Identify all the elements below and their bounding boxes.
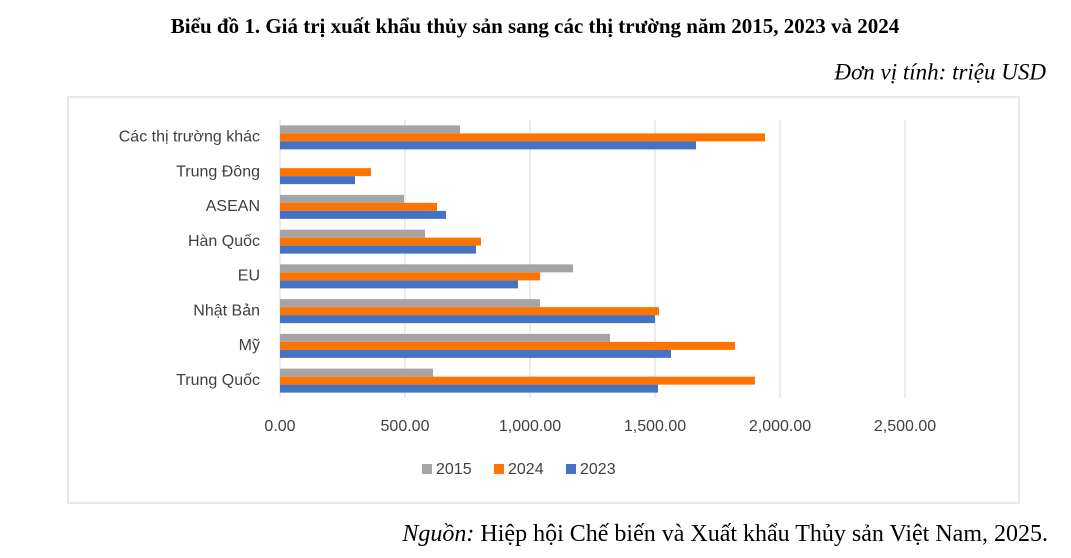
bar (280, 272, 540, 281)
source-text: Hiệp hội Chế biến và Xuất khẩu Thủy sản … (480, 521, 1048, 547)
bar (280, 368, 433, 377)
y-tick-label: Hàn Quốc (188, 233, 260, 250)
bar (280, 264, 573, 273)
bar (280, 194, 404, 203)
x-tick-label: 2,500.00 (874, 418, 936, 435)
legend-swatch (494, 464, 504, 474)
x-tick-label: 0.00 (264, 418, 295, 435)
bar (280, 237, 481, 246)
bar (280, 202, 437, 211)
legend-label: 2023 (580, 461, 616, 478)
y-tick-label: Các thị trường khác (119, 129, 260, 146)
source-note: Nguồn: Hiệp hội Chế biến và Xuất khẩu Th… (401, 521, 1048, 547)
legend-label: 2024 (508, 461, 544, 478)
y-tick-label: Trung Đông (176, 163, 260, 180)
y-tick-label: Mỹ (239, 337, 260, 354)
bar (280, 376, 755, 385)
chart-frame (67, 96, 1020, 504)
bar (280, 125, 460, 134)
bar (280, 245, 476, 254)
y-tick-label: EU (238, 268, 260, 285)
bar (280, 210, 446, 219)
bar (280, 141, 696, 150)
bar (280, 299, 540, 308)
chart-title: Biểu đồ 1. Giá trị xuất khẩu thủy sản sa… (171, 14, 900, 38)
legend-swatch (566, 464, 576, 474)
bar (280, 280, 518, 289)
bar (280, 168, 371, 177)
bar (280, 176, 355, 185)
bar (280, 384, 658, 393)
bar (280, 229, 425, 238)
y-tick-label: Nhật Bản (193, 302, 260, 319)
y-tick-label: ASEAN (206, 198, 260, 215)
bar (280, 341, 735, 350)
bar (280, 315, 655, 324)
y-tick-label: Trung Quốc (176, 372, 260, 389)
bar (280, 333, 610, 342)
source-label: Nguồn: (401, 521, 474, 547)
x-tick-label: 1,500.00 (624, 418, 686, 435)
legend-label: 2015 (436, 461, 472, 478)
bar (280, 349, 671, 358)
bar (280, 307, 659, 316)
legend-swatch (422, 464, 432, 474)
bar (280, 133, 765, 142)
x-tick-label: 2,000.00 (749, 418, 811, 435)
unit-note: Đơn vị tính: triệu USD (833, 59, 1046, 84)
x-tick-label: 500.00 (381, 418, 430, 435)
x-tick-label: 1,000.00 (499, 418, 561, 435)
